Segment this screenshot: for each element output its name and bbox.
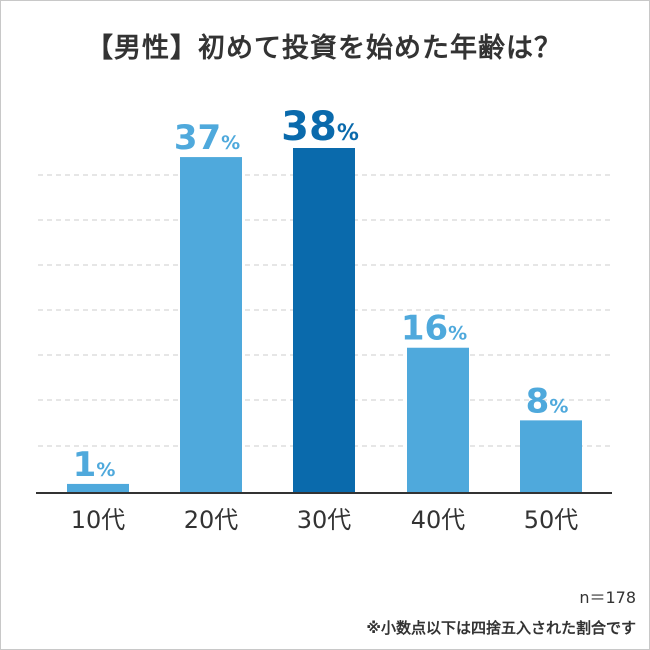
x-tick-label: 30代 [297,506,352,534]
bars [67,148,582,493]
sample-size-label: n＝178 [579,588,636,607]
chart-title: 【男性】初めて投資を始めた年齢は？ [86,33,562,64]
value-label: 8% [526,381,569,421]
x-tick-label: 50代 [524,506,579,534]
bar-40代 [407,347,469,493]
value-label: 37% [174,118,240,158]
gridlines [38,174,612,447]
bar-20代 [180,157,242,493]
bar-50代 [520,420,582,493]
bar-10代 [67,483,129,493]
x-tick-label: 40代 [411,506,466,534]
x-tick-labels: 10代 20代 30代 40代 50代 [71,506,579,534]
rounding-footnote: ※小数点以下は四捨五入された割合です [366,619,636,637]
value-label: 16% [401,309,467,349]
bar-30代 [293,148,355,493]
x-tick-label: 10代 [71,506,126,534]
value-label: 1% [73,445,116,485]
value-labels: 1% 37% 38% 16% 8% [73,104,569,485]
value-label: 38% [281,104,359,150]
x-tick-label: 20代 [184,506,239,534]
